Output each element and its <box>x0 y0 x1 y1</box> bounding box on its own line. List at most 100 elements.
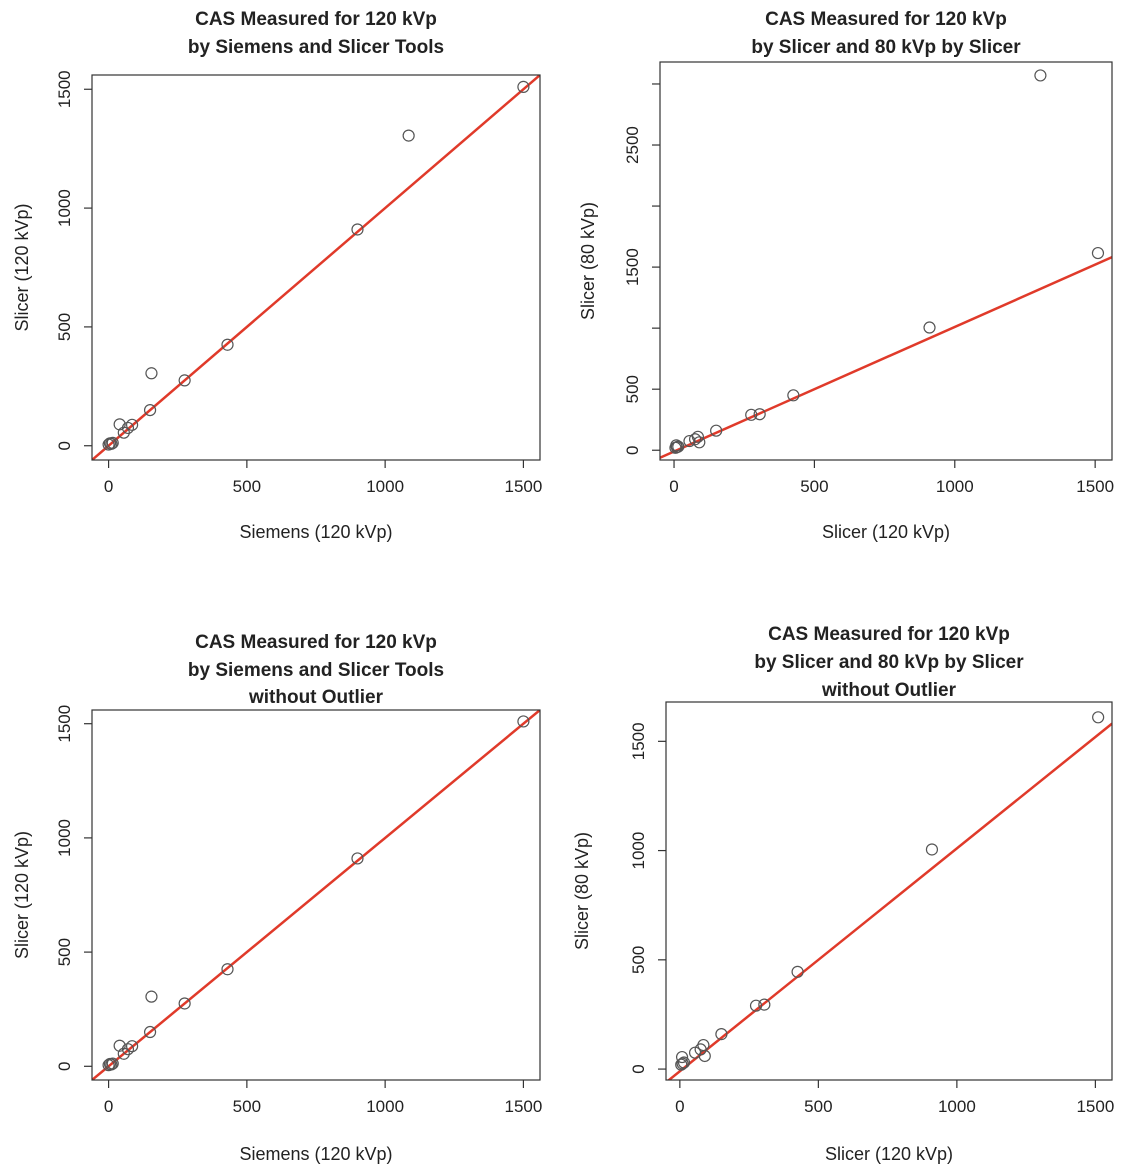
data-point <box>1092 711 1105 724</box>
y-tick-label: 500 <box>55 313 74 341</box>
x-tick-label: 1500 <box>1076 477 1114 496</box>
chart-title-line: by Slicer and 80 kVp by Slicer <box>751 37 1021 58</box>
data-point <box>178 997 191 1010</box>
data-point <box>351 223 364 236</box>
chart-title-line: without Outlier <box>821 680 957 701</box>
data-point <box>145 367 158 380</box>
plot-frame <box>91 74 541 461</box>
chart-panel-2: CAS Measured for 120 kVp by Slicer and 80… <box>578 9 1114 542</box>
plot-frame <box>659 61 1113 461</box>
data-point <box>688 433 702 446</box>
x-tick-label: 1000 <box>366 477 404 496</box>
y-tick-label: 500 <box>629 946 648 974</box>
plot-frame <box>91 709 541 1081</box>
y-tick-label: 0 <box>623 445 642 454</box>
x-tick-label: 1500 <box>1076 1097 1114 1116</box>
x-tick-label: 1500 <box>504 477 542 496</box>
data-point <box>672 440 685 453</box>
x-axis-label: Slicer (120 kVp) <box>825 1144 953 1164</box>
y-axis-label: Slicer (120 kVp) <box>12 203 32 331</box>
y-tick-label: 1500 <box>55 70 74 108</box>
y-tick-label: 1000 <box>55 189 74 227</box>
data-point <box>1091 246 1105 260</box>
regression-line <box>660 256 1112 459</box>
y-tick-label: 1000 <box>55 819 74 857</box>
data-point <box>178 374 191 387</box>
data-point <box>517 80 530 93</box>
y-tick-label: 1500 <box>629 722 648 760</box>
chart-title-line: CAS Measured for 120 kVp <box>195 9 437 30</box>
chart-title-line: by Slicer and 80 kVp by Slicer <box>754 652 1024 673</box>
data-point <box>113 1039 126 1052</box>
y-tick-label: 2500 <box>623 126 642 164</box>
x-axis-label: Siemens (120 kVp) <box>239 522 392 542</box>
data-point <box>691 430 705 443</box>
y-tick-label: 0 <box>629 1064 648 1073</box>
regression-line <box>92 710 540 1080</box>
chart-title-line: CAS Measured for 120 kVp <box>195 632 437 653</box>
data-point <box>145 990 158 1003</box>
y-axis-label: Slicer (80 kVp) <box>578 202 598 320</box>
data-point <box>143 403 157 417</box>
data-point <box>758 998 771 1011</box>
data-point <box>749 999 763 1012</box>
y-tick-label: 0 <box>55 441 74 450</box>
data-point <box>753 408 766 421</box>
y-tick-label: 1500 <box>55 705 74 743</box>
data-point <box>221 338 234 351</box>
chart-title-line: by Siemens and Slicer Tools <box>188 660 444 681</box>
data-point <box>925 843 939 856</box>
data-point <box>1034 69 1047 82</box>
data-point <box>121 1043 135 1056</box>
data-point <box>402 129 415 142</box>
data-point <box>675 1050 689 1064</box>
data-point <box>517 715 530 728</box>
data-point <box>351 852 364 865</box>
y-tick-label: 500 <box>55 938 74 966</box>
data-point <box>791 965 804 978</box>
y-axis-label: Slicer (80 kVp) <box>572 832 592 950</box>
data-point <box>923 321 936 334</box>
x-tick-label: 0 <box>104 1097 113 1116</box>
y-axis-label: Slicer (120 kVp) <box>12 831 32 959</box>
chart-title-line: by Siemens and Slicer Tools <box>188 37 444 58</box>
x-tick-label: 0 <box>669 477 678 496</box>
data-point <box>698 1049 711 1063</box>
x-tick-label: 1000 <box>938 1097 976 1116</box>
data-point <box>121 421 135 435</box>
x-tick-label: 0 <box>675 1097 684 1116</box>
data-point <box>715 1028 728 1041</box>
data-point <box>787 389 800 402</box>
data-point <box>106 1057 119 1070</box>
x-tick-label: 1500 <box>504 1097 542 1116</box>
data-point <box>143 1025 157 1039</box>
data-point <box>125 1040 139 1053</box>
data-point <box>221 963 234 976</box>
data-point <box>710 424 723 437</box>
chart-panel-1: CAS Measured for 120 kVp by Siemens and S… <box>12 9 542 542</box>
x-tick-label: 500 <box>804 1097 832 1116</box>
data-point <box>693 436 706 449</box>
regression-line <box>92 75 540 460</box>
data-point <box>677 1056 691 1069</box>
chart-title-line: CAS Measured for 120 kVp <box>768 624 1010 645</box>
data-point <box>105 1058 118 1071</box>
data-point <box>745 408 758 421</box>
regression-line <box>666 722 1112 1080</box>
y-tick-label: 1000 <box>629 832 648 870</box>
x-axis-label: Slicer (120 kVp) <box>822 522 950 542</box>
x-axis-label: Siemens (120 kVp) <box>239 1144 392 1164</box>
data-point <box>106 436 119 449</box>
chart-panel-3: CAS Measured for 120 kVp by Siemens and S… <box>12 632 542 1164</box>
y-tick-label: 1500 <box>623 248 642 286</box>
y-tick-label: 0 <box>55 1062 74 1071</box>
x-tick-label: 1000 <box>936 477 974 496</box>
x-tick-label: 1000 <box>366 1097 404 1116</box>
chart-title-line: without Outlier <box>248 687 384 708</box>
data-point <box>675 1058 688 1071</box>
data-point <box>117 1047 130 1060</box>
chart-panel-4: CAS Measured for 120 kVp by Slicer and 80… <box>572 624 1114 1164</box>
data-point <box>676 1057 689 1070</box>
x-tick-label: 500 <box>233 1097 261 1116</box>
x-tick-label: 0 <box>104 477 113 496</box>
